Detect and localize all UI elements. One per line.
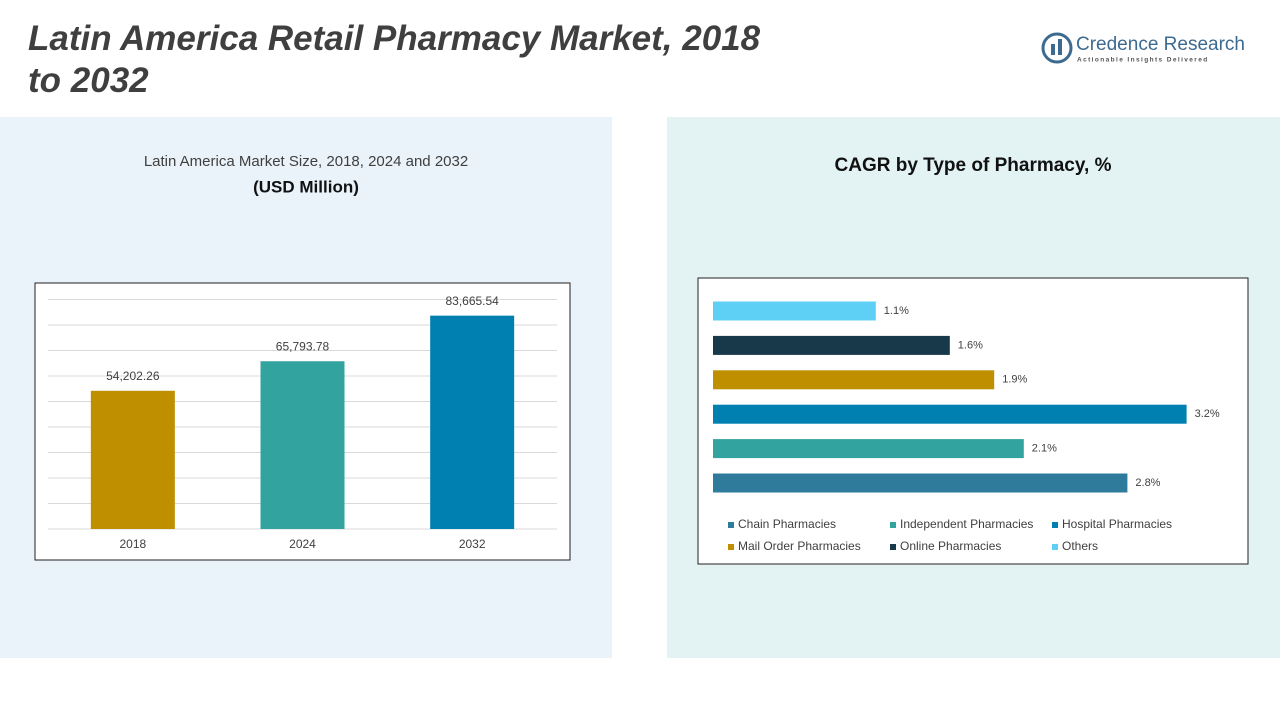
logo-icon <box>1041 32 1073 64</box>
data-label: 1.1% <box>884 305 909 317</box>
bar <box>713 439 1024 459</box>
legend-swatch <box>890 544 896 550</box>
title-box: Latin America Retail Pharmacy Market, 20… <box>28 19 761 100</box>
logo-icon <box>1051 44 1055 55</box>
data-label: 3.2% <box>1195 408 1220 420</box>
data-label: 2.8% <box>1135 477 1160 489</box>
legend-swatch <box>728 544 734 550</box>
bar <box>260 361 345 529</box>
brand-name: Credence Research <box>1076 34 1245 55</box>
data-label: 65,793.78 <box>276 339 330 353</box>
x-tick-label: 2018 <box>119 537 146 551</box>
legend-label: Mail Order Pharmacies <box>738 539 861 553</box>
data-label: 83,665.54 <box>445 294 499 308</box>
data-label: 54,202.26 <box>106 369 160 383</box>
legend-swatch <box>890 522 896 528</box>
data-label: 2.1% <box>1032 443 1057 455</box>
bar <box>713 301 876 321</box>
data-label: 1.6% <box>958 339 983 351</box>
legend-label: Others <box>1062 539 1098 553</box>
legend-label: Independent Pharmacies <box>900 517 1033 531</box>
chart-title: CAGR by Type of Pharmacy, % <box>835 155 1112 176</box>
x-tick-label: 2032 <box>459 537 486 551</box>
legend-label: Chain Pharmacies <box>738 517 836 531</box>
page-title: Latin America Retail Pharmacy Market, 20… <box>28 19 761 100</box>
chart-title: Latin America Market Size, 2018, 2024 an… <box>144 153 468 170</box>
bar <box>430 315 515 529</box>
bar <box>90 390 175 529</box>
bar <box>713 370 995 390</box>
chart-subtitle: (USD Million) <box>253 177 359 196</box>
legend-label: Online Pharmacies <box>900 539 1001 553</box>
bar <box>713 404 1187 424</box>
bar <box>713 473 1128 493</box>
logo-icon <box>1058 39 1062 55</box>
bar <box>713 335 950 355</box>
legend-swatch <box>1052 544 1058 550</box>
brand-tagline: Actionable Insights Delivered <box>1077 57 1209 64</box>
legend-swatch <box>1052 522 1058 528</box>
x-tick-label: 2024 <box>289 537 316 551</box>
legend-label: Hospital Pharmacies <box>1062 517 1172 531</box>
legend-swatch <box>728 522 734 528</box>
data-label: 1.9% <box>1002 374 1027 386</box>
